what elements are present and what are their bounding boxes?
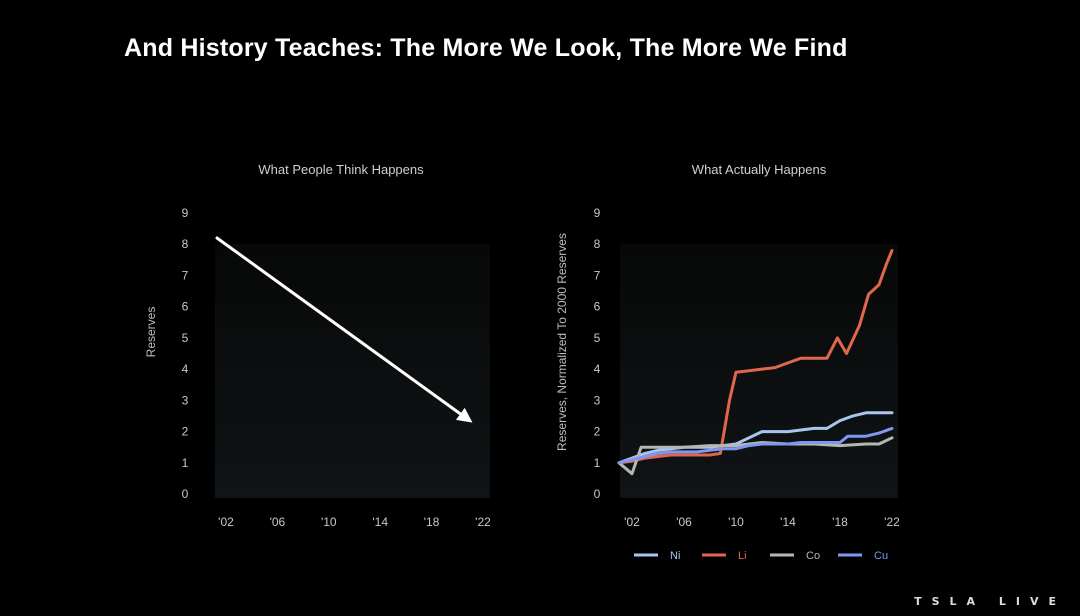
y-tick-label: 9: [182, 206, 189, 220]
y-tick-label: 3: [594, 393, 601, 407]
x-tick-label: '06: [270, 515, 286, 529]
series-line-ni: [617, 411, 894, 465]
x-tick-label: '14: [780, 515, 796, 529]
y-tick-label: 3: [182, 393, 189, 407]
y-tick-label: 0: [594, 487, 601, 501]
slide-title: And History Teaches: The More We Look, T…: [124, 34, 848, 62]
y-tick-label: 9: [594, 206, 601, 220]
y-tick-label: 7: [182, 268, 189, 282]
y-tick-label: 2: [182, 425, 189, 439]
y-tick-label: 4: [594, 362, 601, 376]
legend-label-ni: Ni: [670, 550, 680, 562]
x-tick-label: '02: [218, 515, 234, 529]
x-tick-label: '18: [832, 515, 848, 529]
x-tick-label: '10: [321, 515, 337, 529]
legend: Ni Li Co Cu: [634, 550, 888, 562]
y-tick-label: 4: [182, 362, 189, 376]
x-tick-label: '18: [424, 515, 440, 529]
tesla-live-logo: TSLA LIVE: [914, 595, 1066, 608]
y-tick-label: 1: [182, 456, 189, 470]
legend-label-co: Co: [806, 550, 820, 562]
x-tick-label: '06: [676, 515, 692, 529]
series-right: [617, 249, 894, 476]
y-tick-label: 0: [182, 487, 189, 501]
plot-area-left: [215, 244, 490, 498]
y-tick-label: 7: [594, 268, 601, 282]
chart-title-left: What People Think Happens: [258, 162, 424, 177]
chart-right: What Actually Happens Reserves, Normaliz…: [555, 162, 900, 562]
series-line-cu: [617, 426, 894, 465]
series-line-trend: [215, 236, 473, 423]
y-axis-label-right: Reserves, Normalized To 2000 Reserves: [555, 233, 569, 451]
legend-label-li: Li: [738, 550, 747, 562]
y-tick-label: 5: [594, 331, 601, 345]
y-ticks-left: 0 1 2 3 4 5 6 7 8 9: [182, 206, 189, 501]
x-tick-label: '10: [728, 515, 744, 529]
series-line-co: [617, 436, 894, 476]
x-tick-label: '02: [624, 515, 640, 529]
y-tick-label: 5: [182, 331, 189, 345]
y-tick-label: 6: [182, 300, 189, 314]
x-ticks-right: '02 '06 '10 '14 '18 '22: [624, 515, 900, 529]
legend-label-cu: Cu: [874, 550, 888, 562]
series-line-li: [617, 249, 894, 465]
y-tick-label: 8: [182, 237, 189, 251]
plot-area-right: [620, 244, 898, 498]
x-tick-label: '22: [884, 515, 900, 529]
y-axis-label-left: Reserves: [144, 307, 158, 358]
y-tick-label: 8: [594, 237, 601, 251]
x-tick-label: '14: [372, 515, 388, 529]
series-left: [215, 236, 473, 423]
y-tick-label: 2: [594, 425, 601, 439]
chart-title-right: What Actually Happens: [692, 162, 827, 177]
y-tick-label: 1: [594, 456, 601, 470]
y-ticks-right: 0 1 2 3 4 5 6 7 8 9: [594, 206, 601, 501]
x-tick-label: '22: [475, 515, 491, 529]
chart-left: What People Think Happens Reserves 0 1 2 3 4…: [144, 162, 491, 529]
x-ticks-left: '02 '06 '10 '14 '18 '22: [218, 515, 491, 529]
y-tick-label: 6: [594, 300, 601, 314]
